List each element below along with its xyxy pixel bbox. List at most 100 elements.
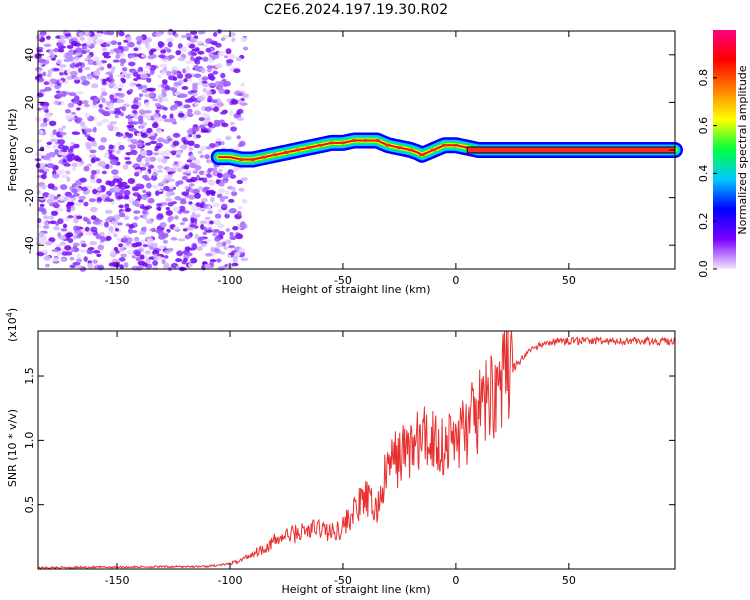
heatmap-noise-blob [118, 87, 123, 92]
heatmap-noise-blob [135, 96, 142, 101]
heatmap-noise-blob [48, 152, 56, 157]
heatmap-noise-blob [135, 35, 144, 42]
heatmap-noise-blob [114, 113, 120, 119]
heatmap-noise-blob [146, 238, 155, 245]
heatmap-noise-blob [55, 90, 62, 94]
heatmap-noise-blob [220, 72, 226, 79]
heatmap-noise-blob [41, 249, 48, 254]
heatmap-noise-blob [112, 85, 119, 90]
heatmap-noise-blob [229, 231, 234, 237]
heatmap-noise-blob [35, 151, 42, 157]
heatmap-ridge-peak [260, 155, 267, 159]
heatmap-noise-blob [132, 200, 139, 206]
heatmap-noise-blob [44, 240, 53, 246]
heatmap-noise-blob [176, 250, 184, 257]
heatmap-noise-blob [188, 146, 193, 151]
heatmap-noise-blob [49, 78, 57, 85]
heatmap-noise-blob [120, 253, 127, 258]
heatmap-noise-blob [130, 149, 138, 156]
heatmap-noise-blob [105, 100, 110, 105]
heatmap-noise-blob [81, 243, 87, 248]
heatmap-noise-blob [96, 253, 102, 257]
heatmap-noise-blob [168, 117, 177, 123]
heatmap-noise-blob [39, 31, 47, 36]
heatmap-noise-blob [206, 90, 212, 96]
heatmap-noise-blob [144, 171, 149, 175]
heatmap-noise-blob [173, 161, 179, 165]
heatmap-noise-blob [166, 48, 172, 53]
heatmap-noise-blob [87, 75, 93, 80]
heatmap-noise-blob [100, 137, 108, 143]
heatmap-noise-blob [87, 246, 95, 251]
heatmap-noise-blob [207, 210, 214, 214]
heatmap-noise-blob [220, 141, 225, 146]
heatmap-ridge-peak [441, 143, 448, 147]
heatmap-noise-blob [122, 164, 129, 170]
heatmap-noise-blob [118, 204, 124, 209]
heatmap-noise-blob [98, 160, 106, 167]
heatmap-noise-blob [73, 217, 79, 224]
heatmap-noise-blob [209, 220, 215, 225]
heatmap-noise-blob [126, 124, 135, 128]
heatmap-noise-blob [43, 43, 52, 47]
heatmap-noise-blob [149, 65, 157, 71]
heatmap-noise-blob [59, 241, 67, 246]
heatmap-noise-blob [119, 264, 124, 269]
heatmap-noise-blob [208, 58, 214, 63]
heatmap-noise-blob [214, 213, 222, 219]
heatmap-noise-blob [72, 155, 80, 161]
heatmap-noise-blob [221, 122, 229, 128]
heatmap-noise-blob [137, 194, 143, 200]
heatmap-noise-blob [52, 257, 59, 262]
heatmap-noise-blob [57, 144, 66, 150]
heatmap-noise-blob [167, 31, 173, 35]
heatmap-noise-blob [39, 146, 45, 152]
heatmap-noise-blob [155, 46, 160, 52]
heatmap-noise-blob [112, 97, 118, 103]
heatmap-noise-blob [219, 251, 226, 255]
heatmap-noise-blob [36, 138, 43, 143]
heatmap-noise-blob [66, 176, 71, 182]
heatmap-noise-blob [71, 167, 76, 172]
heatmap-noise-blob [92, 259, 98, 264]
heatmap-noise-blob [202, 179, 208, 183]
heatmap-noise-blob [42, 171, 47, 175]
heatmap-noise-blob [161, 157, 168, 164]
heatmap-noise-blob [155, 32, 162, 37]
heatmap-noise-blob [125, 151, 132, 156]
heatmap-noise-blob [41, 237, 47, 244]
heatmap-noise-blob [204, 154, 210, 160]
heatmap-noise-blob [231, 99, 239, 105]
heatmap-noise-blob [226, 254, 232, 258]
heatmap-x-ticks: -150 -100 -50 0 50 [105, 31, 576, 287]
heatmap-noise-blob [121, 71, 128, 76]
heatmap-noise-blob [89, 206, 98, 213]
heatmap-noise-blob [177, 112, 185, 118]
heatmap-noise-blob [206, 146, 212, 150]
heatmap-noise-blob [185, 178, 194, 183]
heatmap-ridge-flat [466, 146, 676, 154]
heatmap-noise-blob [142, 122, 148, 126]
heatmap-noise-blob [238, 187, 245, 192]
heatmap-noise-blob [55, 208, 64, 212]
heatmap-x-axis-label: Height of straight line (km) [281, 283, 430, 296]
heatmap-noise-blob [189, 37, 197, 44]
heatmap-noise-blob [90, 226, 98, 233]
heatmap-noise-blob [194, 233, 199, 240]
heatmap-noise-blob [146, 77, 152, 83]
heatmap-noise-blob [86, 221, 92, 225]
heatmap-noise-blob [185, 34, 192, 39]
heatmap-noise-blob [158, 54, 166, 59]
heatmap-noise-blob [194, 73, 202, 78]
heatmap-noise-blob [126, 237, 133, 243]
heatmap-noise-blob [154, 190, 160, 197]
heatmap-noise-blob [210, 75, 215, 81]
heatmap-noise-blob [84, 103, 90, 108]
heatmap-noise-blob [108, 74, 114, 80]
snr-plot-area [38, 331, 675, 569]
colorbar-tick-label: 0.0 [697, 260, 710, 278]
heatmap-noise-blob [108, 83, 117, 87]
heatmap-noise-blob [200, 197, 208, 203]
heatmap-noise-blob [60, 169, 65, 175]
heatmap-noise-blob [205, 47, 212, 53]
